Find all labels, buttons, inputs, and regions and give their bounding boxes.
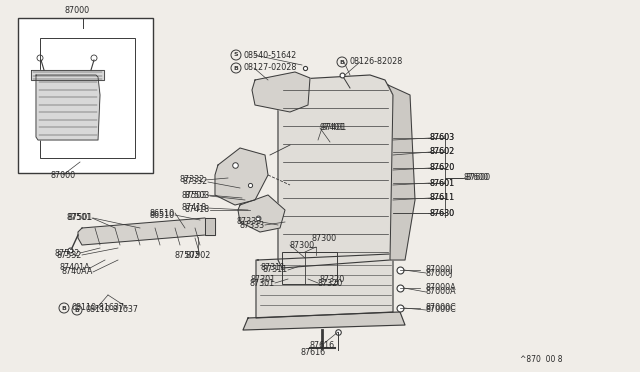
Text: 87501: 87501	[67, 214, 92, 222]
Text: 87532: 87532	[56, 250, 82, 260]
Text: 87000A: 87000A	[426, 288, 456, 296]
Text: 97401: 97401	[322, 124, 348, 132]
Text: 87532: 87532	[54, 248, 80, 257]
Text: 8740AA: 8740AA	[61, 267, 93, 276]
Text: 87301: 87301	[250, 279, 275, 288]
Text: 08110-81637: 08110-81637	[72, 304, 125, 312]
Polygon shape	[36, 75, 100, 140]
Text: 87603: 87603	[430, 134, 455, 142]
Polygon shape	[215, 148, 268, 205]
Text: 87503: 87503	[182, 190, 207, 199]
Polygon shape	[243, 312, 405, 330]
Text: B: B	[75, 308, 79, 312]
Text: 87000J: 87000J	[425, 266, 452, 275]
Text: 87502: 87502	[186, 250, 211, 260]
Polygon shape	[78, 218, 210, 245]
Text: 87320: 87320	[318, 279, 343, 288]
Text: 86510: 86510	[150, 208, 175, 218]
Bar	[40, 38, 135, 158]
Polygon shape	[31, 70, 104, 80]
Text: 87602: 87602	[430, 148, 455, 157]
Text: 87600: 87600	[466, 173, 491, 183]
Text: 87333: 87333	[240, 221, 265, 230]
Text: 87501: 87501	[68, 214, 93, 222]
Polygon shape	[238, 195, 285, 232]
Polygon shape	[388, 85, 415, 260]
Polygon shape	[256, 254, 393, 318]
Text: 87601: 87601	[430, 179, 455, 187]
Text: 87000: 87000	[65, 6, 90, 15]
Polygon shape	[205, 218, 215, 235]
Text: 97401: 97401	[320, 124, 345, 132]
Text: B: B	[234, 65, 239, 71]
Text: 08127-02028: 08127-02028	[244, 64, 298, 73]
Text: 87503: 87503	[185, 192, 210, 201]
Text: 08540-51642: 08540-51642	[244, 51, 297, 60]
Text: 87418: 87418	[182, 203, 207, 212]
Text: 87333: 87333	[237, 218, 262, 227]
Text: 87311: 87311	[261, 263, 286, 272]
Text: 87601: 87601	[430, 179, 455, 187]
Text: B: B	[340, 60, 344, 64]
Text: 87332: 87332	[183, 177, 208, 186]
Text: 87000C: 87000C	[426, 305, 457, 314]
Polygon shape	[252, 72, 310, 112]
Text: 87611: 87611	[430, 193, 455, 202]
Text: ^870  00 8: ^870 00 8	[520, 356, 563, 365]
Text: 87630: 87630	[430, 208, 455, 218]
Text: 08110-81637: 08110-81637	[85, 305, 138, 314]
Text: 87602: 87602	[430, 148, 455, 157]
Text: 87620: 87620	[430, 164, 455, 173]
Text: 87401A: 87401A	[60, 263, 90, 273]
Text: 87301: 87301	[251, 275, 276, 283]
Text: B: B	[61, 305, 67, 311]
Text: 87300: 87300	[311, 234, 336, 243]
Bar	[18, 18, 153, 173]
Text: 87616: 87616	[309, 340, 335, 350]
Text: 86510: 86510	[150, 211, 175, 219]
Text: 87620: 87620	[430, 164, 455, 173]
Text: 87000A: 87000A	[425, 283, 456, 292]
Text: 87000C: 87000C	[425, 304, 456, 312]
Text: 87502: 87502	[175, 250, 200, 260]
Polygon shape	[278, 75, 393, 268]
Text: 87311: 87311	[263, 266, 288, 275]
Text: 87603: 87603	[430, 134, 455, 142]
Text: S: S	[234, 52, 238, 58]
Text: 87332: 87332	[180, 176, 205, 185]
Text: 87600: 87600	[463, 173, 488, 183]
Text: 87630: 87630	[430, 208, 455, 218]
Text: 87000: 87000	[51, 170, 76, 180]
Text: 87300: 87300	[290, 241, 315, 250]
Text: 87611: 87611	[430, 193, 455, 202]
Text: 87320: 87320	[320, 275, 345, 283]
Text: 08126-82028: 08126-82028	[350, 58, 403, 67]
Bar	[282, 252, 337, 284]
Text: 87616: 87616	[300, 348, 326, 357]
Text: 87000J: 87000J	[426, 269, 453, 278]
Text: 87418: 87418	[185, 205, 210, 215]
